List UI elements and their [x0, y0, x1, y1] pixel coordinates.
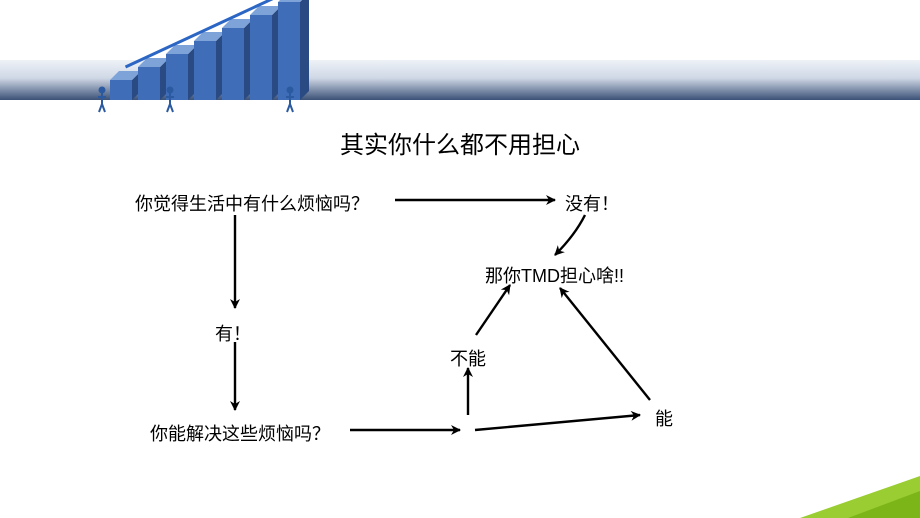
- flow-arrow: [475, 415, 640, 430]
- node-can: 能: [655, 405, 673, 431]
- slide: 其实你什么都不用担心 你觉得生活中有什么烦恼吗？ 没有！ 那你TMD担心啥!! …: [0, 0, 920, 518]
- slide-title: 其实你什么都不用担心: [0, 125, 920, 160]
- flow-arrow: [476, 285, 510, 335]
- node-no: 没有！: [565, 190, 619, 216]
- node-q1: 你觉得生活中有什么烦恼吗？: [135, 190, 369, 216]
- node-yes: 有！: [215, 320, 251, 346]
- flow-arrow: [560, 288, 650, 400]
- node-q2: 你能解决这些烦恼吗？: [150, 420, 330, 446]
- footer-triangle-front: [840, 491, 920, 518]
- node-cant: 不能: [450, 345, 486, 371]
- header-bar-chart-icon: [0, 0, 400, 120]
- node-punch: 那你TMD担心啥!!: [485, 262, 624, 288]
- flow-arrow: [555, 215, 585, 255]
